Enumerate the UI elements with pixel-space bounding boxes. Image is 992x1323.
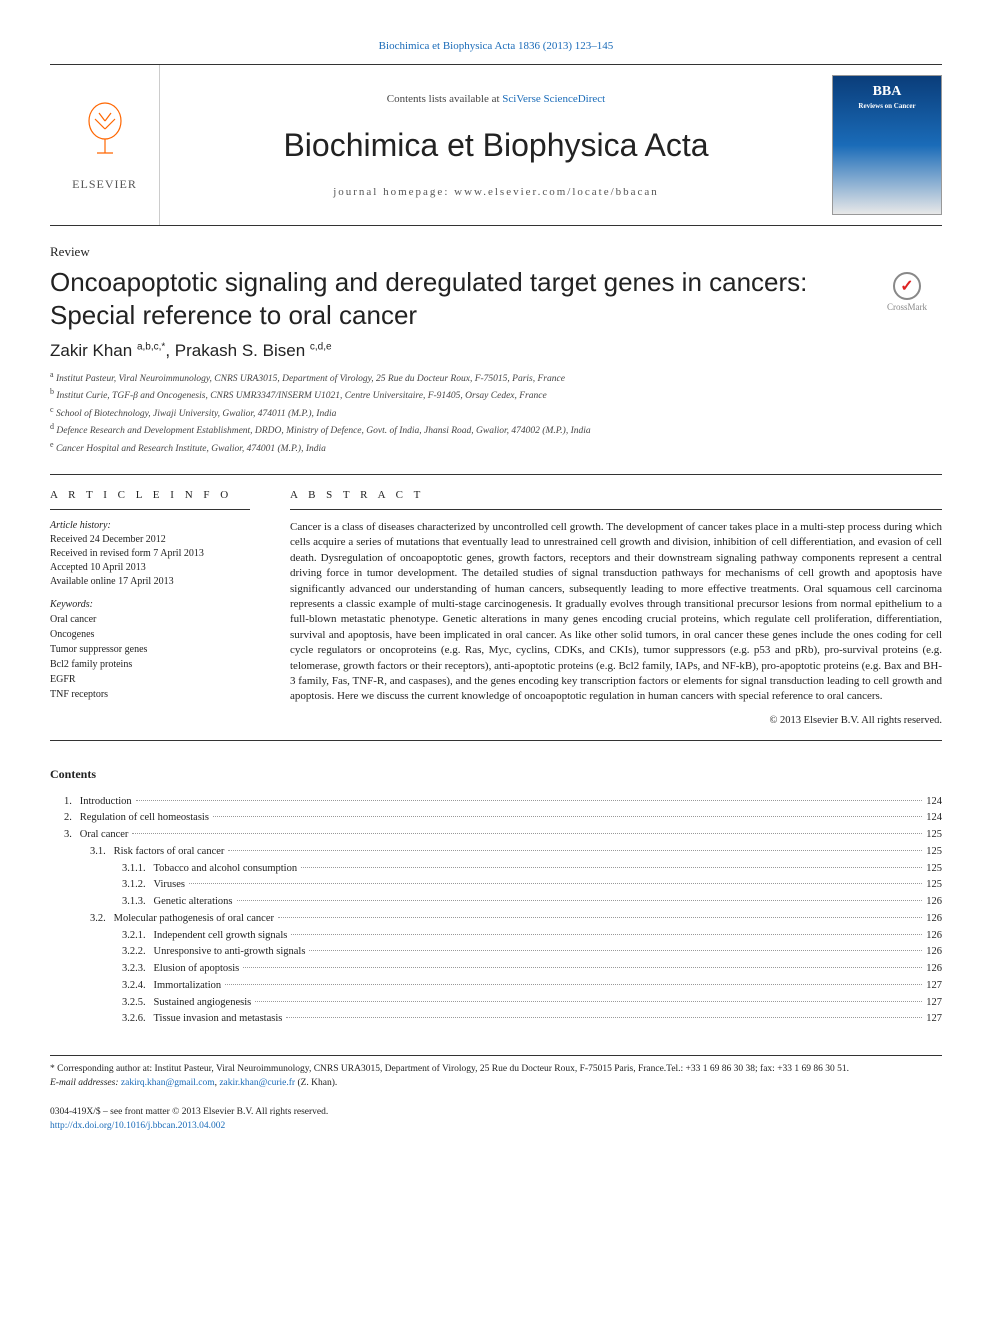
authors: Zakir Khan a,b,c,*, Prakash S. Bisen c,d… [50,341,942,361]
cover-subtitle: Reviews on Cancer [858,102,915,110]
abstract-column: A B S T R A C T Cancer is a class of dis… [290,489,942,726]
abstract-copyright: © 2013 Elsevier B.V. All rights reserved… [290,715,942,726]
email-line: E-mail addresses: zakirq.khan@gmail.com,… [50,1076,942,1090]
email-2[interactable]: zakir.khan@curie.fr [219,1078,295,1088]
doi-link[interactable]: http://dx.doi.org/10.1016/j.bbcan.2013.0… [50,1121,225,1131]
toc-row[interactable]: 3.2. Molecular pathogenesis of oral canc… [50,911,942,927]
journal-ref-link[interactable]: Biochimica et Biophysica Acta 1836 (2013… [379,40,614,52]
crossmark-label: CrossMark [872,302,942,312]
author-2-aff: c,d,e [310,341,332,352]
cover-text: BBA [873,84,902,100]
toc-row[interactable]: 3.1.3. Genetic alterations126 [50,894,942,910]
toc-row[interactable]: 3.1.1. Tobacco and alcohol consumption12… [50,861,942,877]
article-history: Received 24 December 2012Received in rev… [50,533,250,589]
email-suffix: (Z. Khan). [295,1078,337,1088]
contents-heading: Contents [50,767,942,782]
elsevier-logo[interactable]: ELSEVIER [50,65,160,225]
article-info-column: A R T I C L E I N F O Article history: R… [50,489,250,726]
article-type: Review [50,244,942,260]
history-label: Article history: [50,520,250,531]
table-of-contents: 1. Introduction1242. Regulation of cell … [50,794,942,1028]
toc-row[interactable]: 3.2.1. Independent cell growth signals12… [50,928,942,944]
front-matter-line: 0304-419X/$ – see front matter © 2013 El… [50,1105,942,1119]
toc-row[interactable]: 3.2.6. Tissue invasion and metastasis127 [50,1011,942,1027]
toc-row[interactable]: 3.2.4. Immortalization127 [50,978,942,994]
article-info-heading: A R T I C L E I N F O [50,489,250,510]
header-block: ELSEVIER Contents lists available at Sci… [50,64,942,226]
corresponding-author-note: * Corresponding author at: Institut Past… [50,1062,942,1076]
affiliations: a Institut Pasteur, Viral Neuroimmunolog… [50,369,942,456]
sciverse-link[interactable]: SciVerse ScienceDirect [502,93,605,105]
footnotes: * Corresponding author at: Institut Past… [50,1055,942,1091]
toc-row[interactable]: 3.1.2. Viruses125 [50,877,942,893]
abstract-heading: A B S T R A C T [290,489,942,510]
divider-2 [50,740,942,741]
crossmark-icon: ✓ [893,272,921,300]
contents-prefix: Contents lists available at [387,93,502,105]
elsevier-tree-icon [75,99,135,171]
footer: 0304-419X/$ – see front matter © 2013 El… [50,1105,942,1134]
keywords-list: Oral cancerOncogenesTumor suppressor gen… [50,612,250,702]
contents-available: Contents lists available at SciVerse Sci… [190,93,802,105]
toc-row[interactable]: 3.2.3. Elusion of apoptosis126 [50,961,942,977]
toc-row[interactable]: 3.1. Risk factors of oral cancer125 [50,844,942,860]
email-label: E-mail addresses: [50,1078,121,1088]
author-1: Zakir Khan [50,341,137,360]
keywords-label: Keywords: [50,599,250,610]
journal-reference: Biochimica et Biophysica Acta 1836 (2013… [50,40,942,52]
journal-homepage: journal homepage: www.elsevier.com/locat… [190,186,802,198]
crossmark-badge[interactable]: ✓ CrossMark [872,272,942,312]
divider [50,474,942,475]
toc-row[interactable]: 2. Regulation of cell homeostasis124 [50,810,942,826]
author-2: , Prakash S. Bisen [165,341,310,360]
journal-cover-thumbnail[interactable]: BBA Reviews on Cancer [832,75,942,215]
abstract-text: Cancer is a class of diseases characteri… [290,520,942,705]
toc-row[interactable]: 1. Introduction124 [50,794,942,810]
author-1-aff: a,b,c, [137,341,161,352]
toc-row[interactable]: 3.2.2. Unresponsive to anti-growth signa… [50,944,942,960]
article-title: Oncoapoptotic signaling and deregulated … [50,266,842,331]
elsevier-text: ELSEVIER [72,177,137,192]
journal-title: Biochimica et Biophysica Acta [190,127,802,164]
email-1[interactable]: zakirq.khan@gmail.com [121,1078,215,1088]
toc-row[interactable]: 3. Oral cancer125 [50,827,942,843]
toc-row[interactable]: 3.2.5. Sustained angiogenesis127 [50,995,942,1011]
